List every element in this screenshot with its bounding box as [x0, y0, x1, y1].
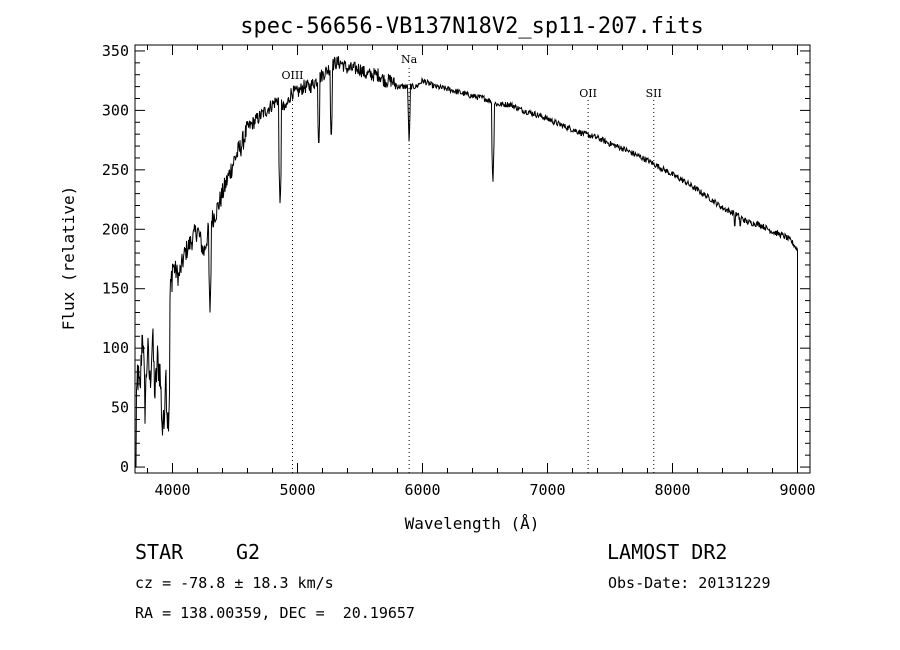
y-tick-label: 250	[102, 161, 129, 179]
axis-ticks: 4000 5000 6000 7000 8000 9000 0 50 100 150 200 250 3…	[102, 42, 816, 499]
x-tick-label: 6000	[404, 481, 440, 499]
y-tick-label: 350	[102, 42, 129, 60]
y-tick-label: 50	[111, 399, 129, 417]
object-subclass: G2	[236, 540, 261, 564]
x-tick-label: 4000	[154, 481, 190, 499]
object-class: STAR	[135, 540, 184, 564]
plot-frame	[134, 44, 811, 474]
line-marker-label: SII	[646, 87, 662, 100]
series-group	[135, 56, 798, 468]
obs-date: Obs-Date: 20131229	[608, 574, 771, 592]
y-tick-label: 100	[102, 339, 129, 357]
survey-name: LAMOST DR2	[607, 540, 728, 564]
y-axis-label: Flux (relative)	[59, 186, 78, 331]
x-tick-label: 5000	[279, 481, 315, 499]
line-marker-label: OII	[579, 87, 597, 100]
coordinates: RA = 138.00359, DEC = 20.19657	[135, 604, 415, 622]
x-tick-label: 9000	[779, 481, 815, 499]
x-tick-label: 8000	[654, 481, 690, 499]
spectrum-line	[135, 56, 798, 468]
y-tick-label: 200	[102, 220, 129, 238]
redshift-text: cz = -78.8 ± 18.3 km/s	[135, 574, 334, 592]
chart-title: spec-56656-VB137N18V2_sp11-207.fits	[240, 14, 704, 39]
y-tick-label: 300	[102, 101, 129, 119]
line-marker-label: Na	[401, 53, 418, 66]
y-tick-label: 0	[120, 458, 129, 476]
x-axis-label: Wavelength (Å)	[405, 514, 540, 533]
y-tick-label: 150	[102, 280, 129, 298]
line-marker-label: OIII	[281, 69, 303, 82]
x-tick-label: 7000	[529, 481, 565, 499]
spectral-line-markers: OIII Na OII SII	[281, 53, 662, 473]
